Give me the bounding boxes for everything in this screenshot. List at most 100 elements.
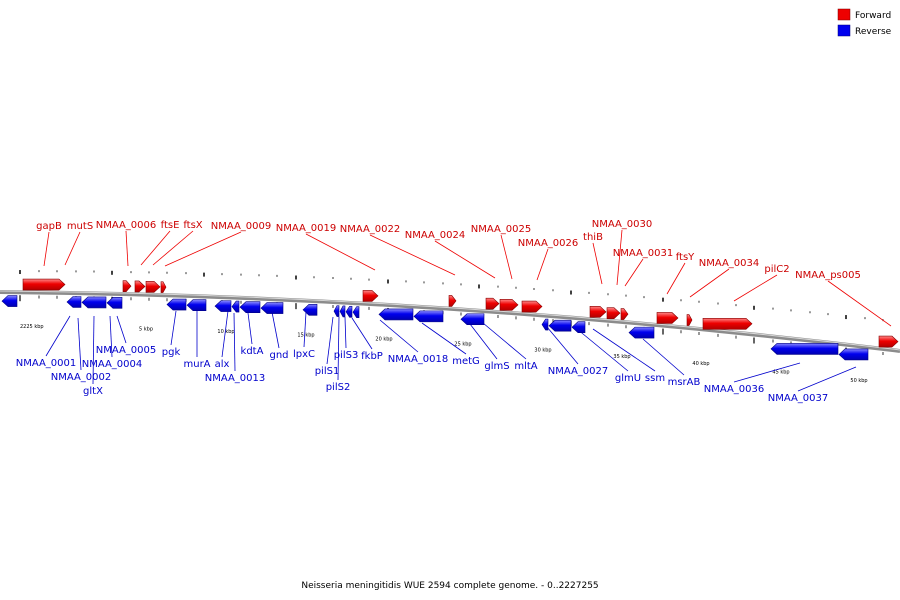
upper-tick-marks <box>19 270 884 322</box>
reverse-gene-label: NMAA_0004 <box>82 359 143 370</box>
scale-label: 40 kbp <box>692 361 709 367</box>
leader-line <box>344 316 347 349</box>
forward-gene-label: NMAA_0022 <box>340 224 401 235</box>
genome-backbone-highlight <box>0 290 900 351</box>
leader-line <box>434 240 496 279</box>
forward-gene-labels: gapB mutS NMAA_0006 ftsE ftsX NMAA_0009 NMAA_0… <box>36 219 861 281</box>
reverse-gene-arrow[interactable] <box>231 300 240 313</box>
leader-line <box>170 310 177 346</box>
reverse-gene-label: glmU <box>615 373 641 384</box>
forward-gene-arrow[interactable] <box>145 281 161 293</box>
forward-gene-label: NMAA_0024 <box>405 230 466 241</box>
forward-gene-arrow[interactable] <box>362 290 379 302</box>
reverse-gene-arrow[interactable] <box>260 302 284 314</box>
leader-line <box>576 328 629 372</box>
reverse-gene-arrow[interactable] <box>186 299 207 311</box>
leader-line <box>733 362 801 383</box>
reverse-gene-arrow[interactable] <box>770 343 839 355</box>
leader-line <box>369 234 456 276</box>
reverse-gene-arrow[interactable] <box>628 326 655 339</box>
reverse-genes <box>1 295 869 361</box>
reverse-gene-label: NMAA_0037 <box>768 393 829 404</box>
forward-gene-arrow[interactable] <box>485 297 500 310</box>
legend: Forward Reverse <box>837 8 892 37</box>
reverse-gene-label: pilS2 <box>326 382 351 393</box>
forward-gene-arrow[interactable] <box>499 299 519 311</box>
forward-gene-label: ftsE <box>161 220 180 231</box>
leader-line <box>616 229 623 286</box>
reverse-gene-arrow[interactable] <box>66 296 82 308</box>
scale-label: 15 kbp <box>297 333 314 339</box>
scale-labels: 2225 kbp 5 kbp 10 kbp 15 kbp 20 kbp 25 kbp 30 … <box>20 324 868 384</box>
forward-gene-label: NMAA_ps005 <box>795 270 861 281</box>
forward-gene-label: NMAA_0025 <box>471 224 532 235</box>
label-leaders <box>43 229 892 392</box>
reverse-gene-arrow[interactable] <box>166 298 187 311</box>
leader-line <box>733 274 778 302</box>
forward-gene-arrow[interactable] <box>606 307 621 319</box>
forward-gene-arrow[interactable] <box>686 314 693 326</box>
forward-gene-arrow[interactable] <box>448 295 457 307</box>
leader-line <box>247 312 253 345</box>
forward-gene-arrow[interactable] <box>878 335 899 348</box>
reverse-gene-arrow[interactable] <box>302 304 318 316</box>
reverse-gene-arrow[interactable] <box>548 319 572 332</box>
forward-gene-label: pilC2 <box>764 264 789 275</box>
scale-label: 25 kbp <box>454 342 471 348</box>
forward-gene-arrow[interactable] <box>702 317 753 330</box>
scale-label: 2225 kbp <box>20 324 44 330</box>
leader-line <box>500 234 513 280</box>
leader-line <box>326 316 334 365</box>
scale-label: 20 kbp <box>375 337 392 343</box>
reverse-gene-arrow[interactable] <box>1 295 18 307</box>
forward-gene-arrow[interactable] <box>122 280 132 292</box>
leader-line <box>421 322 467 355</box>
scale-label: 35 kbp <box>613 354 630 360</box>
forward-gene-arrow[interactable] <box>134 280 146 293</box>
leader-line <box>109 315 113 358</box>
reverse-gene-label: alx <box>215 359 230 370</box>
map-caption: Neisseria meningitidis WUE 2594 complete… <box>301 581 598 591</box>
reverse-gene-arrow[interactable] <box>345 305 353 318</box>
leader-line <box>827 280 892 327</box>
reverse-gene-arrow[interactable] <box>339 305 346 318</box>
reverse-gene-label: NMAA_0036 <box>704 384 765 395</box>
leader-line <box>482 322 527 360</box>
reverse-gene-arrow[interactable] <box>214 300 232 312</box>
reverse-gene-arrow[interactable] <box>571 321 586 334</box>
scale-label: 50 kbp <box>850 378 867 384</box>
forward-gene-label: mutS <box>67 221 93 232</box>
leader-line <box>221 310 229 358</box>
leader-line <box>666 262 686 295</box>
reverse-gene-arrow[interactable] <box>333 305 340 317</box>
forward-gene-label: thiB <box>583 232 603 243</box>
reverse-gene-arrow[interactable] <box>460 313 485 326</box>
reverse-gene-label: pgk <box>162 347 181 358</box>
reverse-gene-labels: NMAA_0001 NMAA_0002 gltX NMAA_0004 NMAA_0005… <box>16 345 829 404</box>
forward-gene-arrow[interactable] <box>22 278 66 291</box>
reverse-gene-arrow[interactable] <box>541 318 549 331</box>
forward-genes <box>22 278 899 348</box>
leader-line <box>689 268 730 298</box>
reverse-gene-label: ssm <box>645 373 665 384</box>
reverse-gene-arrow[interactable] <box>81 296 107 309</box>
leader-line <box>64 231 81 266</box>
reverse-gene-arrow[interactable] <box>239 301 261 313</box>
forward-gene-arrow[interactable] <box>589 306 607 318</box>
reverse-gene-arrow[interactable] <box>106 297 123 309</box>
reverse-gene-label: murA <box>183 359 210 370</box>
forward-gene-arrow[interactable] <box>620 308 629 320</box>
forward-gene-arrow[interactable] <box>160 281 167 293</box>
reverse-gene-arrow[interactable] <box>352 306 360 318</box>
reverse-gene-label: NMAA_0002 <box>51 372 112 383</box>
forward-gene-arrow[interactable] <box>656 312 679 324</box>
reverse-gene-arrow[interactable] <box>378 308 414 321</box>
forward-gene-arrow[interactable] <box>521 300 543 313</box>
legend-forward-swatch <box>837 8 851 21</box>
scale-label: 30 kbp <box>534 347 551 353</box>
reverse-gene-label: kdtA <box>241 346 264 357</box>
leader-line <box>305 233 376 271</box>
reverse-gene-arrow[interactable] <box>838 348 869 361</box>
reverse-gene-arrow[interactable] <box>413 310 444 323</box>
forward-gene-label: NMAA_0030 <box>592 219 653 230</box>
